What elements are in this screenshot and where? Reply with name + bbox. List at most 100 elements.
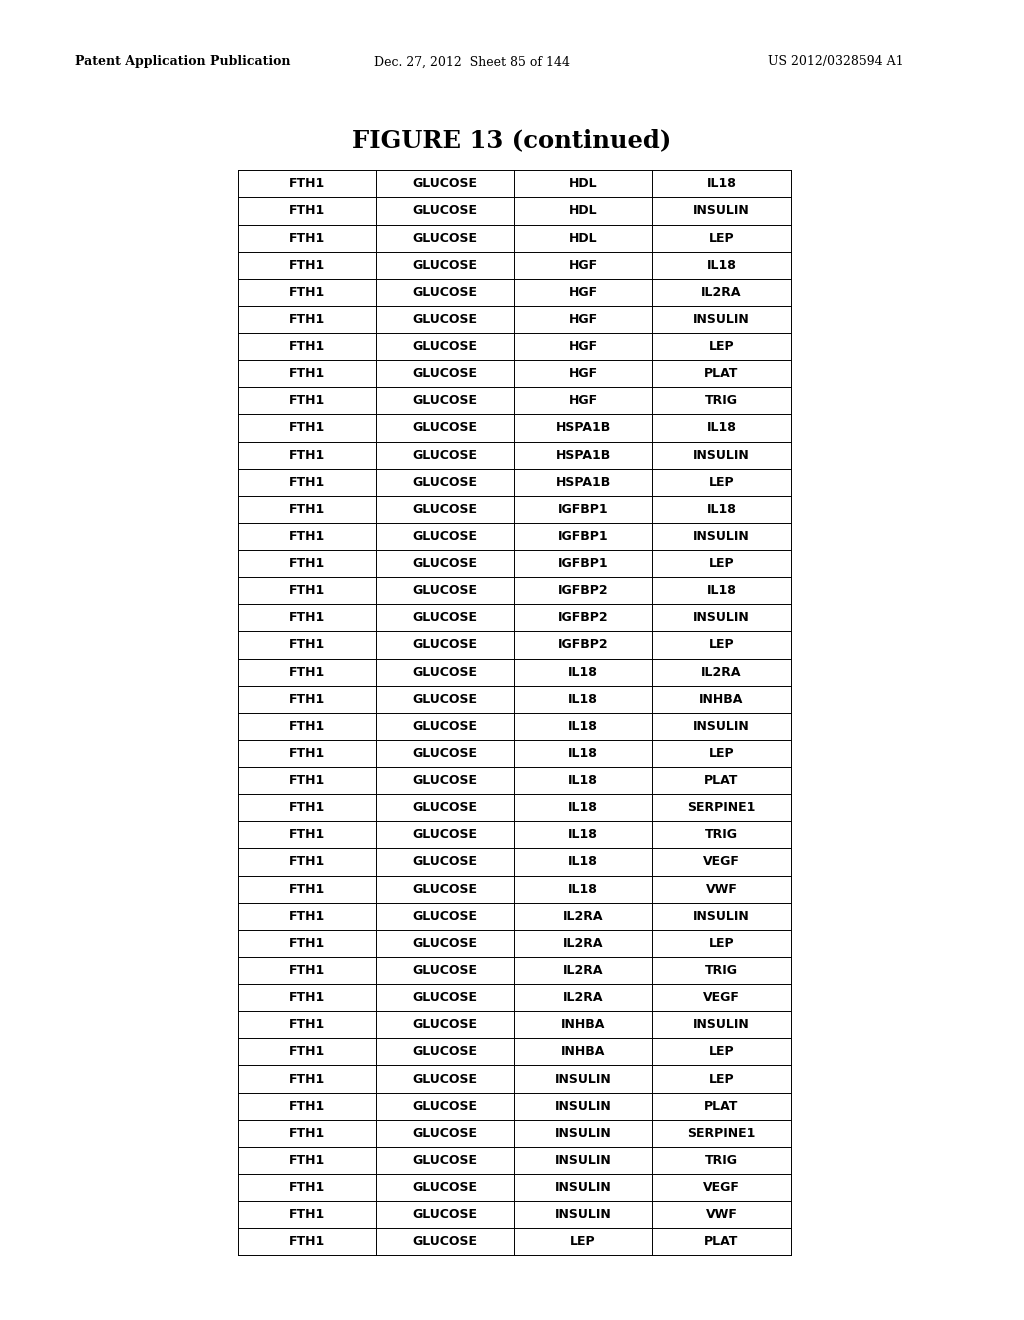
Text: HGF: HGF xyxy=(568,313,598,326)
Text: IL2RA: IL2RA xyxy=(563,937,603,950)
Text: FTH1: FTH1 xyxy=(289,503,325,516)
Text: IGFBP1: IGFBP1 xyxy=(558,531,608,543)
Text: IGFBP2: IGFBP2 xyxy=(558,585,608,597)
Text: INSULIN: INSULIN xyxy=(693,531,750,543)
Text: GLUCOSE: GLUCOSE xyxy=(413,367,477,380)
Text: FTH1: FTH1 xyxy=(289,1100,325,1113)
Text: IL18: IL18 xyxy=(568,747,598,760)
Text: FTH1: FTH1 xyxy=(289,855,325,869)
Text: FTH1: FTH1 xyxy=(289,259,325,272)
Text: FTH1: FTH1 xyxy=(289,1236,325,1249)
Text: INSULIN: INSULIN xyxy=(693,909,750,923)
Text: FTH1: FTH1 xyxy=(289,937,325,950)
Text: FTH1: FTH1 xyxy=(289,1045,325,1059)
Text: VWF: VWF xyxy=(706,1208,737,1221)
Text: FTH1: FTH1 xyxy=(289,1208,325,1221)
Text: IL18: IL18 xyxy=(707,177,736,190)
Text: IL2RA: IL2RA xyxy=(563,991,603,1005)
Text: GLUCOSE: GLUCOSE xyxy=(413,909,477,923)
Text: IGFBP1: IGFBP1 xyxy=(558,557,608,570)
Text: INSULIN: INSULIN xyxy=(693,1018,750,1031)
Text: GLUCOSE: GLUCOSE xyxy=(413,585,477,597)
Text: INSULIN: INSULIN xyxy=(555,1181,611,1195)
Text: FTH1: FTH1 xyxy=(289,829,325,841)
Text: PLAT: PLAT xyxy=(705,774,738,787)
Text: IL18: IL18 xyxy=(568,693,598,706)
Text: HSPA1B: HSPA1B xyxy=(556,475,610,488)
Text: FTH1: FTH1 xyxy=(289,1154,325,1167)
Text: IL18: IL18 xyxy=(568,774,598,787)
Text: FTH1: FTH1 xyxy=(289,665,325,678)
Text: FTH1: FTH1 xyxy=(289,964,325,977)
Text: FTH1: FTH1 xyxy=(289,611,325,624)
Text: IL2RA: IL2RA xyxy=(563,964,603,977)
Text: FTH1: FTH1 xyxy=(289,991,325,1005)
Text: SERPINE1: SERPINE1 xyxy=(687,801,756,814)
Text: GLUCOSE: GLUCOSE xyxy=(413,829,477,841)
Text: GLUCOSE: GLUCOSE xyxy=(413,395,477,408)
Text: VEGF: VEGF xyxy=(702,991,740,1005)
Text: FTH1: FTH1 xyxy=(289,693,325,706)
Text: FTH1: FTH1 xyxy=(289,585,325,597)
Text: HGF: HGF xyxy=(568,286,598,298)
Text: FTH1: FTH1 xyxy=(289,1127,325,1139)
Text: HSPA1B: HSPA1B xyxy=(556,449,610,462)
Text: FTH1: FTH1 xyxy=(289,1181,325,1195)
Text: HGF: HGF xyxy=(568,395,598,408)
Text: GLUCOSE: GLUCOSE xyxy=(413,421,477,434)
Text: GLUCOSE: GLUCOSE xyxy=(413,1100,477,1113)
Text: FTH1: FTH1 xyxy=(289,557,325,570)
Text: FTH1: FTH1 xyxy=(289,395,325,408)
Text: GLUCOSE: GLUCOSE xyxy=(413,1181,477,1195)
Text: LEP: LEP xyxy=(570,1236,596,1249)
Text: FTH1: FTH1 xyxy=(289,909,325,923)
Text: GLUCOSE: GLUCOSE xyxy=(413,1208,477,1221)
Text: GLUCOSE: GLUCOSE xyxy=(413,991,477,1005)
Text: IL18: IL18 xyxy=(707,585,736,597)
Text: INSULIN: INSULIN xyxy=(555,1208,611,1221)
Text: GLUCOSE: GLUCOSE xyxy=(413,177,477,190)
Text: HDL: HDL xyxy=(569,231,597,244)
Text: LEP: LEP xyxy=(709,937,734,950)
Text: LEP: LEP xyxy=(709,557,734,570)
Text: GLUCOSE: GLUCOSE xyxy=(413,1045,477,1059)
Text: FTH1: FTH1 xyxy=(289,801,325,814)
Text: LEP: LEP xyxy=(709,475,734,488)
Text: TRIG: TRIG xyxy=(705,964,738,977)
Text: IL18: IL18 xyxy=(568,855,598,869)
Text: INSULIN: INSULIN xyxy=(693,611,750,624)
Text: GLUCOSE: GLUCOSE xyxy=(413,937,477,950)
Text: GLUCOSE: GLUCOSE xyxy=(413,693,477,706)
Text: VEGF: VEGF xyxy=(702,855,740,869)
Text: IL18: IL18 xyxy=(707,259,736,272)
Text: LEP: LEP xyxy=(709,1073,734,1085)
Text: FTH1: FTH1 xyxy=(289,367,325,380)
Text: GLUCOSE: GLUCOSE xyxy=(413,313,477,326)
Text: FTH1: FTH1 xyxy=(289,531,325,543)
Text: HSPA1B: HSPA1B xyxy=(556,421,610,434)
Text: FTH1: FTH1 xyxy=(289,639,325,652)
Text: HGF: HGF xyxy=(568,367,598,380)
Text: INSULIN: INSULIN xyxy=(555,1073,611,1085)
Text: FTH1: FTH1 xyxy=(289,286,325,298)
Text: GLUCOSE: GLUCOSE xyxy=(413,639,477,652)
Text: IGFBP2: IGFBP2 xyxy=(558,639,608,652)
Text: FTH1: FTH1 xyxy=(289,341,325,352)
Text: IL2RA: IL2RA xyxy=(701,665,741,678)
Text: LEP: LEP xyxy=(709,1045,734,1059)
Text: VWF: VWF xyxy=(706,883,737,895)
Text: FIGURE 13 (continued): FIGURE 13 (continued) xyxy=(352,128,672,152)
Text: GLUCOSE: GLUCOSE xyxy=(413,205,477,218)
Text: GLUCOSE: GLUCOSE xyxy=(413,286,477,298)
Text: TRIG: TRIG xyxy=(705,1154,738,1167)
Text: PLAT: PLAT xyxy=(705,367,738,380)
Text: GLUCOSE: GLUCOSE xyxy=(413,449,477,462)
Text: IL18: IL18 xyxy=(568,801,598,814)
Text: PLAT: PLAT xyxy=(705,1236,738,1249)
Text: INSULIN: INSULIN xyxy=(555,1127,611,1139)
Text: GLUCOSE: GLUCOSE xyxy=(413,341,477,352)
Text: FTH1: FTH1 xyxy=(289,719,325,733)
Text: HGF: HGF xyxy=(568,259,598,272)
Text: GLUCOSE: GLUCOSE xyxy=(413,531,477,543)
Text: INHBA: INHBA xyxy=(561,1045,605,1059)
